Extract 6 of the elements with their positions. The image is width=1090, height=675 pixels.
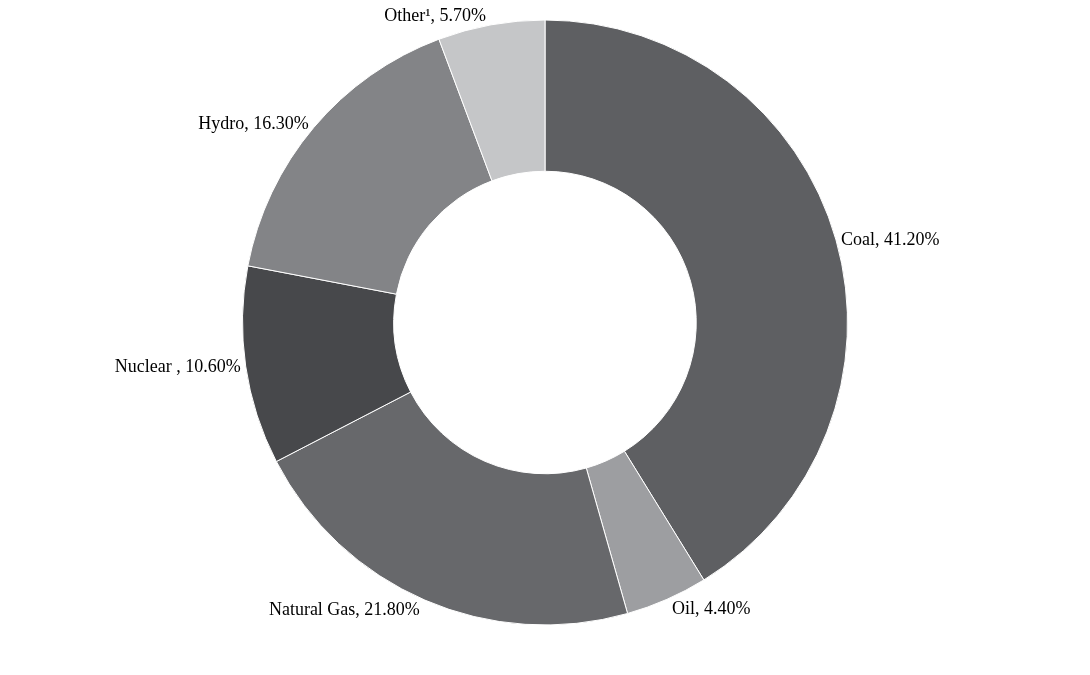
slice-label: Natural Gas, 21.80%	[268, 598, 420, 619]
slice-label: Hydro, 16.30%	[198, 113, 309, 134]
slice-label: Nuclear , 10.60%	[114, 356, 241, 377]
slice-label: Other¹, 5.70%	[384, 5, 487, 26]
slice-label: Oil, 4.40%	[671, 597, 751, 618]
slice-label: Coal, 41.20%	[841, 229, 940, 250]
